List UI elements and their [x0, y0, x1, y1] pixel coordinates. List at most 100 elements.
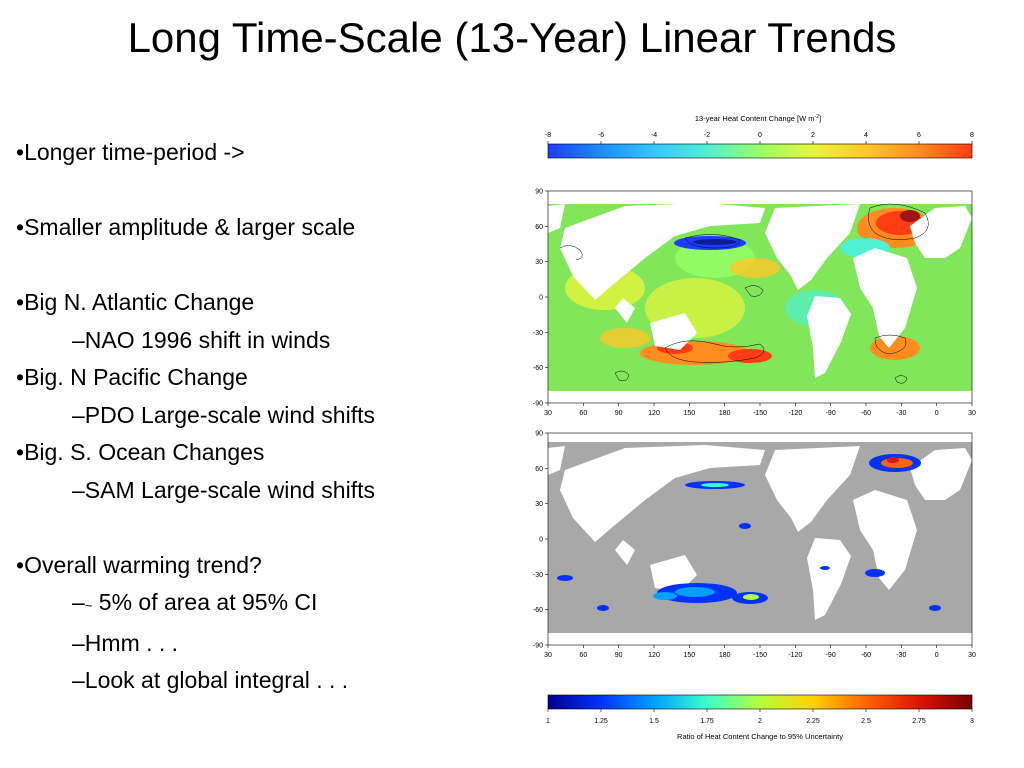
lat-tick-label: -90 [533, 643, 543, 650]
lat-tick-label: 60 [535, 466, 543, 473]
lon-tick-label: 0 [935, 410, 939, 417]
bullet-text: Big. S. Ocean Changes [24, 439, 265, 465]
bullet-spacer [16, 247, 486, 285]
colorbar-tick-label: 1.5 [649, 718, 659, 725]
bullet-marker: – [72, 629, 85, 656]
bullet-marker: • [16, 551, 25, 578]
lon-tick-label: -30 [896, 652, 906, 659]
bullet-text: Big. N Pacific Change [24, 364, 248, 390]
bullet-item: •Overall warming trend? [16, 547, 486, 585]
bullet-marker: – [72, 589, 85, 615]
colorbar-tick-label: -2 [704, 132, 710, 139]
colorbar-tick-label: 2.25 [806, 718, 820, 725]
lon-tick-label: -30 [896, 410, 906, 417]
lat-tick-label: -60 [533, 365, 543, 372]
trend-map-contours [559, 203, 929, 384]
bullet-item: •Smaller amplitude & larger scale [16, 209, 486, 247]
top-colorbar-bar [547, 143, 973, 159]
ratio-map-land [548, 433, 972, 645]
lon-tick-label: 30 [968, 410, 976, 417]
bottom-colorbar-bar [547, 694, 973, 710]
lon-tick-label: -150 [753, 652, 767, 659]
bullet-spacer [16, 172, 486, 210]
lon-tick-label: -60 [861, 410, 871, 417]
top-colorbar: 13-year Heat Content Change [W m-2] -8 -6… [545, 114, 974, 159]
bullet-text: Longer time-period -> [24, 139, 245, 165]
lat-tick-label: 0 [539, 537, 543, 544]
colorbar-tick-label: 1.75 [700, 718, 714, 725]
lat-tick-label: 0 [539, 295, 543, 302]
bullet-marker: • [16, 214, 25, 240]
colorbar-tick-label: 8 [970, 132, 974, 139]
sub-bullet-item: –SAM Large-scale wind shifts [16, 472, 486, 510]
colorbar-tick-label: 2.5 [861, 718, 871, 725]
bullet-text: Hmm . . . [84, 629, 179, 656]
bullet-marker: – [72, 326, 85, 353]
trend-map-land [548, 191, 972, 403]
colorbar-tick-label: 2.75 [912, 718, 926, 725]
lon-tick-label: 90 [615, 410, 623, 417]
lon-tick-label: -150 [753, 410, 767, 417]
lon-tick-label: -90 [826, 652, 836, 659]
lat-tick-label: -30 [533, 330, 543, 337]
sub-bullet-item: –Hmm . . . [16, 625, 486, 663]
bottom-colorbar: 1 1.25 1.5 1.75 2 2.25 2.5 2.75 3 Ratio of Heat … [546, 694, 974, 741]
lon-tick-label: 30 [968, 652, 976, 659]
bullet-marker: – [72, 401, 85, 428]
lat-tick-label: 90 [535, 431, 543, 438]
lon-tick-label: 180 [719, 652, 731, 659]
lat-tick-label: -90 [533, 401, 543, 408]
colorbar-tick-label: 4 [864, 132, 868, 139]
bullet-item: •Big. N Pacific Change [16, 359, 486, 397]
lon-tick-label: 60 [579, 410, 587, 417]
colorbar-tick-label: 6 [917, 132, 921, 139]
bullet-marker: – [72, 667, 85, 693]
lon-tick-label: 120 [648, 410, 660, 417]
bullet-marker: • [16, 139, 25, 165]
heat-content-figure: 13-year Heat Content Change [W m-2] -8 -6… [533, 114, 976, 741]
lon-tick-label: 30 [544, 410, 552, 417]
sub-bullet-item: –NAO 1996 shift in winds [16, 322, 486, 360]
lon-tick-label: -120 [788, 652, 802, 659]
bullet-text: NAO 1996 shift in winds [84, 326, 331, 353]
lon-tick-label: 0 [935, 652, 939, 659]
sub-bullet-item: –Look at global integral . . . [16, 662, 486, 700]
bullet-spacer [16, 509, 486, 547]
bullet-text: PDO Large-scale wind shifts [84, 401, 375, 428]
lon-tick-label: -90 [826, 410, 836, 417]
colorbar-tick-label: 1.25 [594, 718, 608, 725]
bullet-marker: – [72, 476, 85, 503]
bullet-text: Big N. Atlantic Change [24, 289, 255, 315]
bullet-item: •Big. S. Ocean Changes [16, 434, 486, 472]
lon-tick-label: 150 [683, 652, 695, 659]
lat-tick-label: -60 [533, 607, 543, 614]
lon-tick-label: 90 [615, 652, 623, 659]
bullet-marker: • [16, 364, 25, 390]
lon-tick-label: 60 [579, 652, 587, 659]
colorbar-tick-label: 2 [758, 718, 762, 725]
colorbar-tick-label: -4 [651, 132, 657, 139]
colorbar-tick-label: 0 [758, 132, 762, 139]
bullet-item: •Big N. Atlantic Change [16, 284, 486, 322]
bullet-text: Overall warming trend? [24, 551, 262, 578]
lat-tick-label: 90 [535, 189, 543, 196]
bullet-text: Smaller amplitude & larger scale [24, 214, 356, 240]
colorbar-tick-label: -6 [598, 132, 604, 139]
bullet-marker: • [16, 439, 25, 465]
bullet-text: Look at global integral . . . [84, 667, 349, 693]
lat-tick-label: 30 [535, 259, 543, 266]
sub-bullet-item: –PDO Large-scale wind shifts [16, 397, 486, 435]
lon-tick-label: -120 [788, 410, 802, 417]
bullet-text: 5% of area at 95% CI [92, 589, 318, 615]
lat-tick-label: -30 [533, 572, 543, 579]
colorbar-tick-label: 3 [970, 718, 974, 725]
tilde-symbol: ~ [84, 598, 93, 613]
bullet-list: •Longer time-period -> •Smaller amplitude… [16, 134, 486, 700]
lon-tick-label: 150 [683, 410, 695, 417]
colorbar-tick-label: 1 [546, 718, 550, 725]
lon-tick-label: 30 [544, 652, 552, 659]
sub-bullet-item: –~ 5% of area at 95% CI [16, 584, 486, 625]
lat-tick-label: 30 [535, 501, 543, 508]
bullet-item: •Longer time-period -> [16, 134, 486, 172]
